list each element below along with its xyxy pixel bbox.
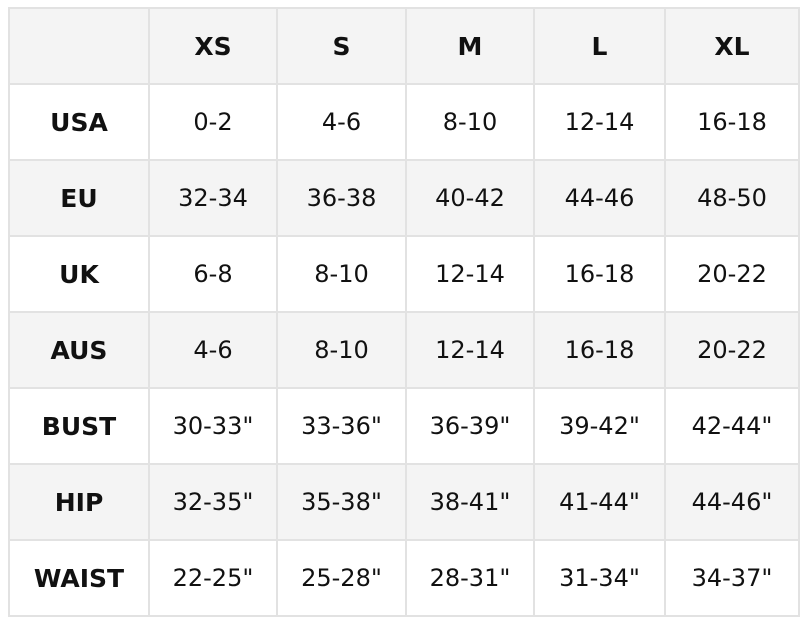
table-row: EU 32-34 36-38 40-42 44-46 48-50 xyxy=(8,159,800,237)
table-row: UK 6-8 8-10 12-14 16-18 20-22 xyxy=(8,235,800,313)
table-cell: 30-33" xyxy=(148,387,278,465)
table-cell: 12-14 xyxy=(405,311,535,389)
table-cell: 6-8 xyxy=(148,235,278,313)
corner-cell xyxy=(8,7,150,85)
table-row: BUST 30-33" 33-36" 36-39" 39-42" 42-44" xyxy=(8,387,800,465)
table-cell: 8-10 xyxy=(405,83,535,161)
table-cell: 48-50 xyxy=(664,159,800,237)
row-header: AUS xyxy=(8,311,150,389)
table-row: USA 0-2 4-6 8-10 12-14 16-18 xyxy=(8,83,800,161)
column-header: L xyxy=(533,7,666,85)
table-cell: 8-10 xyxy=(276,235,407,313)
table-cell: 22-25" xyxy=(148,539,278,617)
table-cell: 39-42" xyxy=(533,387,666,465)
table-row: AUS 4-6 8-10 12-14 16-18 20-22 xyxy=(8,311,800,389)
table-cell: 35-38" xyxy=(276,463,407,541)
row-header: BUST xyxy=(8,387,150,465)
table-cell: 16-18 xyxy=(533,235,666,313)
row-header: UK xyxy=(8,235,150,313)
header-row: XS S M L XL xyxy=(8,7,800,85)
table-cell: 40-42 xyxy=(405,159,535,237)
table-row: HIP 32-35" 35-38" 38-41" 41-44" 44-46" xyxy=(8,463,800,541)
table-cell: 28-31" xyxy=(405,539,535,617)
table-cell: 44-46 xyxy=(533,159,666,237)
table-cell: 8-10 xyxy=(276,311,407,389)
row-header: WAIST xyxy=(8,539,150,617)
row-header: USA xyxy=(8,83,150,161)
table-cell: 36-38 xyxy=(276,159,407,237)
table-cell: 20-22 xyxy=(664,311,800,389)
table-cell: 32-35" xyxy=(148,463,278,541)
column-header: S xyxy=(276,7,407,85)
table-row: WAIST 22-25" 25-28" 28-31" 31-34" 34-37" xyxy=(8,539,800,617)
table-cell: 4-6 xyxy=(276,83,407,161)
table-cell: 32-34 xyxy=(148,159,278,237)
table-cell: 42-44" xyxy=(664,387,800,465)
table-cell: 25-28" xyxy=(276,539,407,617)
table-cell: 41-44" xyxy=(533,463,666,541)
table-cell: 34-37" xyxy=(664,539,800,617)
table-cell: 12-14 xyxy=(533,83,666,161)
table-cell: 4-6 xyxy=(148,311,278,389)
table-cell: 38-41" xyxy=(405,463,535,541)
column-header: M xyxy=(405,7,535,85)
table-cell: 36-39" xyxy=(405,387,535,465)
table-cell: 12-14 xyxy=(405,235,535,313)
table-cell: 31-34" xyxy=(533,539,666,617)
table-cell: 16-18 xyxy=(664,83,800,161)
table-cell: 33-36" xyxy=(276,387,407,465)
column-header: XS xyxy=(148,7,278,85)
table-cell: 44-46" xyxy=(664,463,800,541)
table-cell: 0-2 xyxy=(148,83,278,161)
table-cell: 16-18 xyxy=(533,311,666,389)
column-header: XL xyxy=(664,7,800,85)
table-cell: 20-22 xyxy=(664,235,800,313)
row-header: EU xyxy=(8,159,150,237)
row-header: HIP xyxy=(8,463,150,541)
size-chart-table: XS S M L XL USA 0-2 4-6 8-10 12-14 16-18 EU 32-34 36-… xyxy=(8,7,800,617)
